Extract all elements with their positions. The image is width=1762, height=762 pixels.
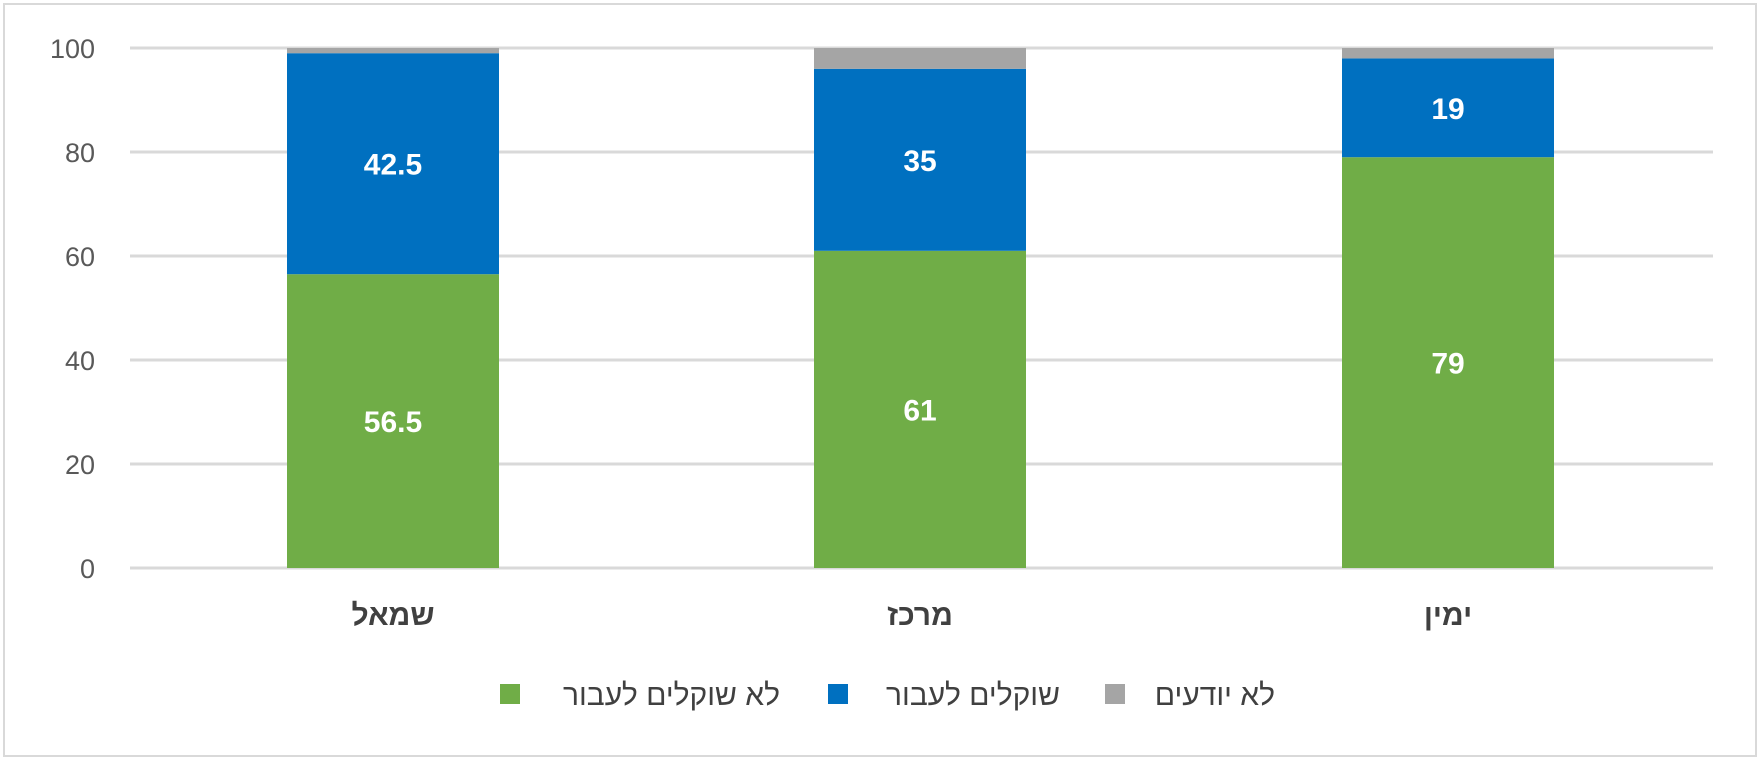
bar-segment xyxy=(1342,157,1554,568)
y-tick-label: 20 xyxy=(65,450,95,480)
bar-segment xyxy=(1342,58,1554,158)
bar-segment xyxy=(814,250,1026,569)
y-tick-label: 0 xyxy=(80,554,95,584)
y-tick-label: 100 xyxy=(50,34,95,64)
bar-segment xyxy=(814,48,1026,69)
x-axis-categories: שמאל מרכז ימין xyxy=(352,599,1473,632)
legend-label: לא יודעים xyxy=(1155,679,1275,712)
legend-label: שוקלים לעבור xyxy=(886,679,1060,712)
legend-swatch xyxy=(1105,684,1125,704)
bar-segment xyxy=(287,53,499,275)
x-category-label: מרכז xyxy=(887,599,953,632)
y-tick-label: 60 xyxy=(65,242,95,272)
y-tick-label: 80 xyxy=(65,138,95,168)
data-label: 19 xyxy=(1431,93,1464,126)
bar-segment xyxy=(287,274,499,568)
bar-segment xyxy=(814,68,1026,251)
data-labels: 56.5 42.5 61 35 79 19 xyxy=(364,93,1465,439)
data-label: 42.5 xyxy=(364,149,422,182)
bar-segment xyxy=(287,48,499,54)
data-label: 35 xyxy=(903,145,936,178)
data-label: 56.5 xyxy=(364,406,422,439)
x-category-label: ימין xyxy=(1424,599,1472,632)
data-label: 61 xyxy=(903,394,936,427)
bars xyxy=(287,48,1554,569)
legend-label: לא שוקלים לעבור xyxy=(563,679,780,712)
legend: לא שוקלים לעבור שוקלים לעבור לא יודעים xyxy=(500,679,1275,712)
y-axis-ticks: 0 20 40 60 80 100 xyxy=(50,34,95,584)
legend-swatch xyxy=(828,684,848,704)
bar-segment xyxy=(1342,48,1554,59)
legend-swatch xyxy=(500,684,520,704)
data-label: 79 xyxy=(1431,348,1464,381)
x-category-label: שמאל xyxy=(352,599,435,632)
y-tick-label: 40 xyxy=(65,346,95,376)
